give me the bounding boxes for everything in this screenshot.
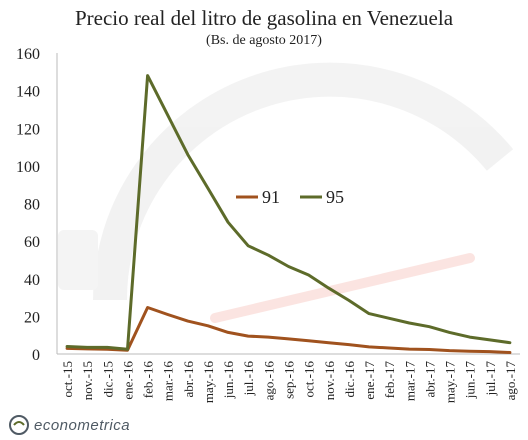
y-tick-label: 40 [24, 272, 40, 289]
econometrica-logo-icon [9, 415, 29, 435]
x-tick-label: jun.-16 [221, 361, 236, 400]
x-tick-label: oct.-15 [60, 361, 75, 397]
x-tick-label: oct.-16 [302, 361, 317, 398]
chart-title: Precio real del litro de gasolina en Ven… [74, 6, 454, 30]
x-tick-label: abr.-17 [422, 361, 437, 398]
x-tick-label: sep.-16 [282, 361, 297, 399]
x-tick-label: nov.-16 [322, 361, 337, 401]
x-tick-label: nov.-15 [80, 361, 95, 400]
y-tick-label: 140 [16, 84, 40, 101]
brand-logo: econometrica [8, 414, 130, 436]
x-tick-label: may.-17 [443, 361, 458, 404]
y-tick-label: 60 [24, 234, 40, 251]
x-tick-label: jun.-17 [463, 361, 478, 400]
y-tick-label: 0 [32, 347, 40, 364]
x-tick-label: jul.-16 [241, 361, 256, 397]
y-tick-label: 80 [24, 197, 40, 214]
fuel-gauge-watermark-icon [58, 62, 514, 323]
x-tick-label: abr.-16 [181, 361, 196, 398]
chart-subtitle: (Bs. de agosto 2017) [206, 33, 322, 48]
y-tick-label: 20 [24, 309, 40, 326]
x-tick-label: ene.-16 [120, 361, 135, 400]
x-tick-label: ago.-17 [503, 361, 518, 401]
x-tick-label: feb.-16 [141, 361, 156, 399]
x-tick-label: mar.-17 [402, 361, 417, 402]
series-line-91 [65, 306, 512, 354]
y-tick-label: 100 [16, 159, 40, 176]
x-tick-label: mar.-16 [161, 361, 176, 402]
x-tick-label: may.-16 [201, 361, 216, 404]
y-tick-label: 160 [16, 46, 40, 63]
x-tick-label: ene.-17 [362, 361, 377, 400]
legend-label-91: 91 [262, 187, 280, 207]
series-line-95 [65, 74, 512, 351]
x-tick-label: dic.-15 [100, 361, 115, 397]
x-tick-label: ago.-16 [261, 361, 276, 401]
y-tick-label: 120 [16, 121, 40, 138]
x-tick-label: jul.-17 [483, 361, 498, 397]
brand-name: econometrica [34, 416, 131, 434]
x-tick-label: dic.-16 [342, 361, 357, 398]
x-tick-label: feb.-17 [382, 361, 397, 399]
legend-label-95: 95 [326, 187, 344, 207]
